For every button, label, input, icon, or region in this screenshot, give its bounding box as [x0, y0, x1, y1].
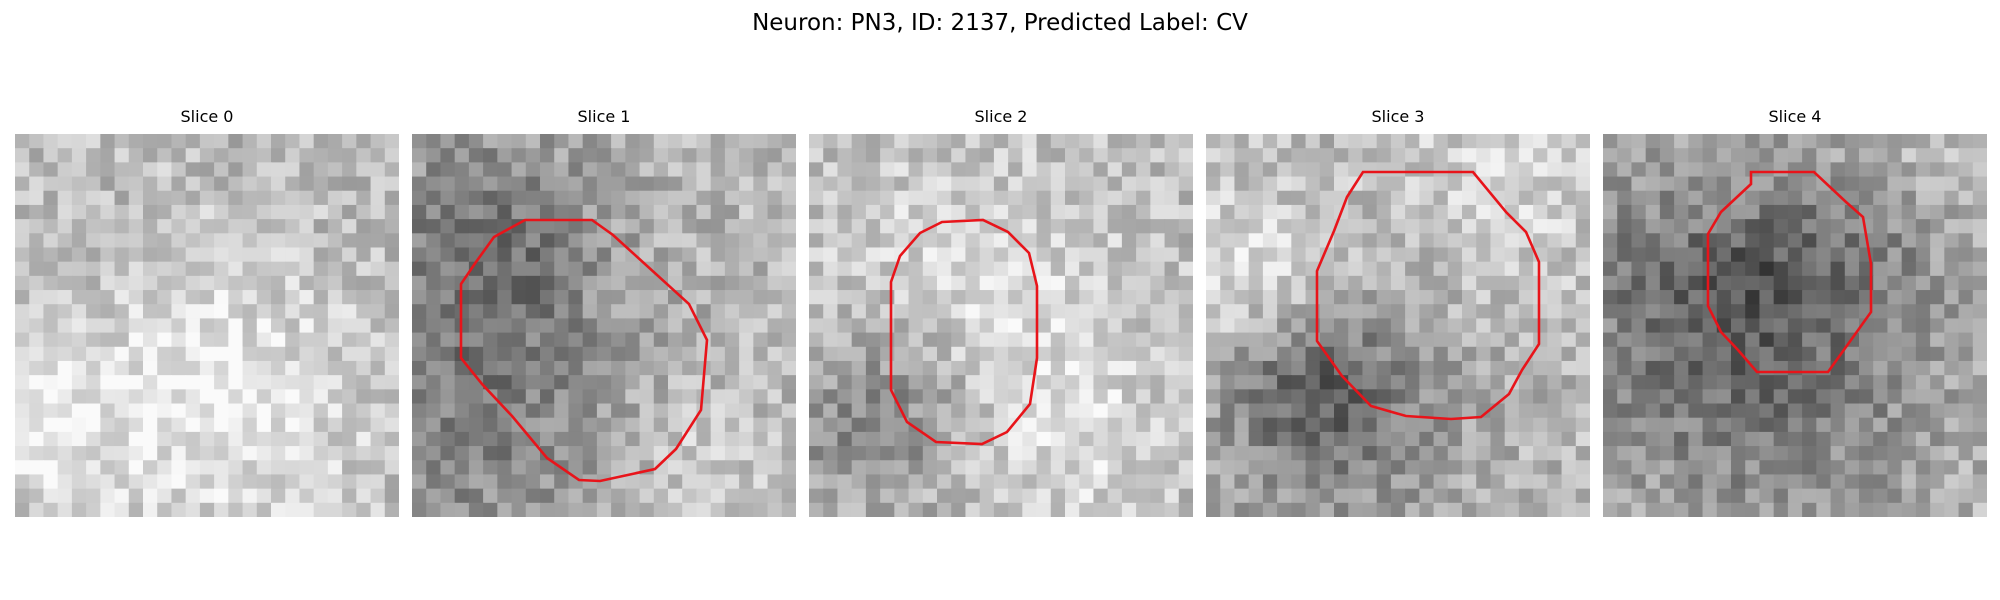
slice-panel-1: Slice 1: [412, 0, 796, 520]
slice-panel-3: Slice 3: [1206, 0, 1590, 520]
slice-pixels-1: [412, 134, 796, 517]
slice-pixels-3: [1206, 134, 1590, 517]
slice-pixels-2: [809, 134, 1193, 517]
slice-title-3: Slice 3: [1371, 107, 1425, 126]
slice-title-1: Slice 1: [577, 107, 631, 126]
slice-title-0: Slice 0: [180, 107, 234, 126]
contour-outline-1: [459, 218, 709, 483]
slice-panel-0: Slice 0: [15, 0, 399, 520]
contour-outline-2: [889, 218, 1039, 446]
contour-outline-4: [1706, 170, 1873, 374]
slice-pixels-0: [15, 134, 399, 517]
slice-panel-4: Slice 4: [1603, 0, 1987, 520]
figure-title: Neuron: PN3, ID: 2137, Predicted Label: …: [752, 10, 1248, 36]
slice-image-1: [412, 134, 796, 517]
contour-outline-3: [1315, 170, 1541, 421]
slice-image-2: [809, 134, 1193, 517]
slice-pixels-4: [1603, 134, 1987, 517]
slice-image-0: [15, 134, 399, 517]
slice-title-4: Slice 4: [1768, 107, 1822, 126]
slice-image-3: [1206, 134, 1590, 517]
slice-image-4: [1603, 134, 1987, 517]
slice-panel-2: Slice 2: [809, 0, 1193, 520]
slice-title-2: Slice 2: [974, 107, 1028, 126]
